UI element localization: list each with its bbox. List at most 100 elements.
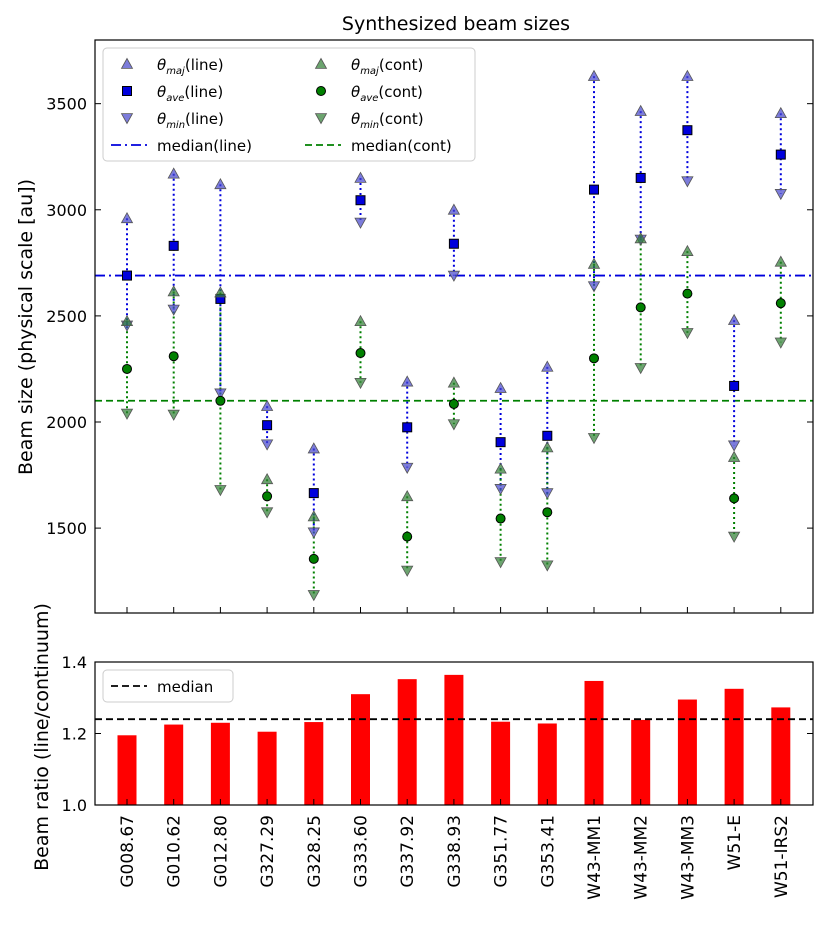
data-point xyxy=(587,257,601,269)
data-point xyxy=(541,488,554,500)
data-point xyxy=(447,270,461,282)
data-point xyxy=(494,557,507,569)
data-point xyxy=(681,176,694,188)
data-point xyxy=(634,232,647,244)
ratio-bar xyxy=(444,674,464,805)
y-tick-label: 1.0 xyxy=(62,796,87,815)
x-category-label: G327.29 xyxy=(258,815,278,888)
data-point xyxy=(774,255,787,267)
legend-label: θmin(cont) xyxy=(351,110,424,131)
y-tick-label: 1.2 xyxy=(62,725,87,744)
data-point xyxy=(401,489,414,502)
data-point xyxy=(587,281,601,293)
data-point xyxy=(774,189,787,201)
data-point xyxy=(260,507,274,519)
data-point xyxy=(307,442,320,454)
data-point xyxy=(214,388,227,400)
top-chart-title: Synthesized beam sizes xyxy=(342,13,570,35)
data-point xyxy=(168,240,179,251)
x-category-label: G353.41 xyxy=(538,815,558,888)
legend-label: θmaj(cont) xyxy=(351,56,423,77)
data-point xyxy=(402,531,413,542)
data-point xyxy=(355,348,366,359)
data-point xyxy=(635,172,646,183)
legend-label: θave(line) xyxy=(157,83,223,104)
legend-label: θave(cont) xyxy=(351,83,423,104)
data-point xyxy=(494,381,507,393)
data-point xyxy=(307,590,320,602)
data-point xyxy=(681,69,694,81)
bottom-plot-area: 1.0 1.2 1.4 xyxy=(62,653,813,815)
data-point xyxy=(308,553,319,564)
data-point xyxy=(307,510,320,522)
data-point xyxy=(167,409,180,421)
bottom-plot-frame xyxy=(94,661,814,806)
x-category-label: W51-E xyxy=(725,815,745,870)
data-point xyxy=(354,314,367,326)
data-point xyxy=(167,304,180,316)
ratio-bar xyxy=(631,719,651,805)
data-point xyxy=(681,244,694,256)
data-point xyxy=(401,565,414,577)
y-tick-label: 1.4 xyxy=(62,653,87,672)
data-point xyxy=(494,484,507,496)
x-category-label: G338.93 xyxy=(445,815,465,888)
legend-marker xyxy=(120,57,134,69)
ratio-bar xyxy=(537,723,557,805)
data-point xyxy=(542,507,553,518)
legend-marker xyxy=(120,113,134,125)
data-point xyxy=(120,408,134,420)
data-point xyxy=(634,104,647,116)
bottom-y-axis-label: Beam ratio (line/continuum) xyxy=(31,603,53,871)
x-category-label: G351.77 xyxy=(492,815,512,888)
data-point xyxy=(541,360,554,372)
data-point xyxy=(727,531,741,543)
top-legend-box xyxy=(102,47,476,162)
data-point xyxy=(682,288,693,299)
x-category-label: G328.25 xyxy=(305,815,325,888)
bottom-legend: median xyxy=(102,669,234,703)
ratio-bar xyxy=(351,694,370,805)
ratio-bar xyxy=(724,688,744,805)
ratio-bar xyxy=(257,731,277,805)
legend-marker xyxy=(314,113,328,125)
x-category-label: G337.92 xyxy=(398,815,418,888)
data-point xyxy=(448,238,459,249)
data-point xyxy=(122,363,132,374)
legend-label: θmaj(line) xyxy=(157,56,224,77)
data-point xyxy=(215,395,226,406)
data-point xyxy=(681,328,694,340)
data-point xyxy=(729,380,740,391)
data-point xyxy=(495,513,506,524)
data-point xyxy=(120,211,134,224)
data-point xyxy=(682,125,693,136)
data-point xyxy=(447,376,461,388)
data-point xyxy=(120,314,134,326)
legend-marker xyxy=(314,57,328,69)
data-point xyxy=(214,286,227,298)
legend-label: median(cont) xyxy=(351,137,452,155)
data-point xyxy=(122,270,132,281)
data-point xyxy=(354,171,367,183)
data-point xyxy=(262,491,273,502)
x-category-label: G333.60 xyxy=(352,815,372,888)
data-point xyxy=(775,149,786,160)
x-category-label: W43-MM2 xyxy=(632,815,652,900)
data-point xyxy=(589,353,599,364)
top-plot-frame xyxy=(94,39,814,614)
data-point xyxy=(727,313,741,325)
data-point xyxy=(494,462,507,474)
data-point xyxy=(214,177,227,190)
data-point xyxy=(727,440,741,452)
data-point xyxy=(727,450,741,462)
data-point xyxy=(354,377,367,390)
ratio-bar xyxy=(304,722,324,805)
data-point xyxy=(589,184,599,195)
x-category-label: G008.67 xyxy=(118,815,138,888)
x-category-label: W51-IRS2 xyxy=(772,815,792,898)
data-point xyxy=(355,195,366,206)
legend-label: median(line) xyxy=(157,137,252,155)
y-tick-label: 2500 xyxy=(46,307,87,326)
data-point xyxy=(774,337,787,349)
x-category-label: W43-MM3 xyxy=(678,815,698,900)
